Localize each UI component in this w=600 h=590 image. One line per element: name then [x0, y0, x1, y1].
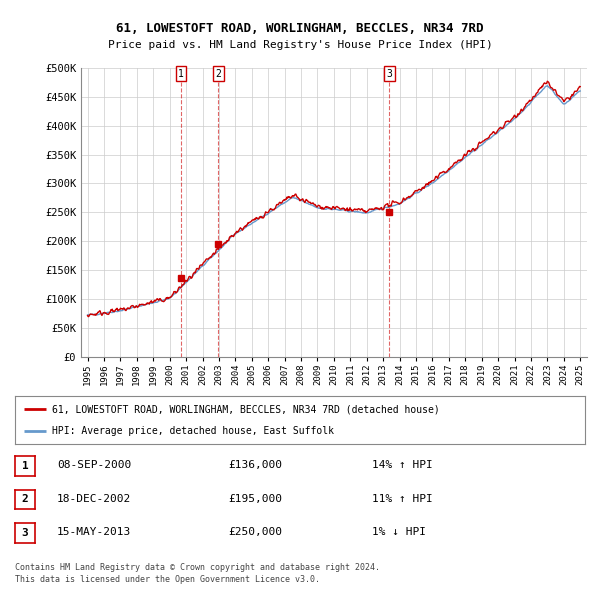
Text: 08-SEP-2000: 08-SEP-2000 [57, 460, 131, 470]
Text: 1: 1 [178, 68, 184, 78]
Text: 2: 2 [215, 68, 221, 78]
Text: HPI: Average price, detached house, East Suffolk: HPI: Average price, detached house, East… [52, 426, 334, 436]
Text: 11% ↑ HPI: 11% ↑ HPI [372, 494, 433, 503]
Text: Price paid vs. HM Land Registry's House Price Index (HPI): Price paid vs. HM Land Registry's House … [107, 40, 493, 50]
Text: Contains HM Land Registry data © Crown copyright and database right 2024.: Contains HM Land Registry data © Crown c… [15, 563, 380, 572]
Text: 18-DEC-2002: 18-DEC-2002 [57, 494, 131, 503]
Text: 15-MAY-2013: 15-MAY-2013 [57, 527, 131, 537]
Text: 1% ↓ HPI: 1% ↓ HPI [372, 527, 426, 537]
Text: This data is licensed under the Open Government Licence v3.0.: This data is licensed under the Open Gov… [15, 575, 320, 584]
Text: 14% ↑ HPI: 14% ↑ HPI [372, 460, 433, 470]
Text: 3: 3 [386, 68, 392, 78]
Text: £136,000: £136,000 [228, 460, 282, 470]
Text: £195,000: £195,000 [228, 494, 282, 503]
Text: 1: 1 [22, 461, 28, 471]
Text: 2: 2 [22, 494, 28, 504]
Text: £250,000: £250,000 [228, 527, 282, 537]
Text: 61, LOWESTOFT ROAD, WORLINGHAM, BECCLES, NR34 7RD (detached house): 61, LOWESTOFT ROAD, WORLINGHAM, BECCLES,… [52, 404, 440, 414]
Text: 61, LOWESTOFT ROAD, WORLINGHAM, BECCLES, NR34 7RD: 61, LOWESTOFT ROAD, WORLINGHAM, BECCLES,… [116, 22, 484, 35]
Text: 3: 3 [22, 528, 28, 538]
